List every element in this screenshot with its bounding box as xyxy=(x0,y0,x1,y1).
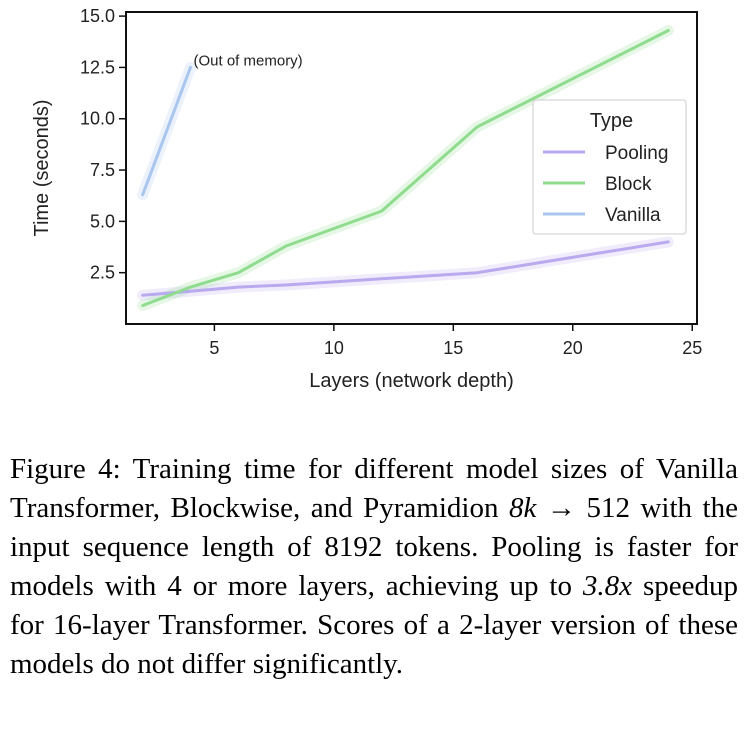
y-axis-label: Time (seconds) xyxy=(31,99,53,236)
caption-math-5: 3.8x xyxy=(582,570,633,602)
series-line-vanilla xyxy=(141,65,192,197)
x-tick-label: 15 xyxy=(443,338,463,358)
caption-text-5: speedup for 16-layer Transformer. Scores… xyxy=(10,570,739,680)
y-tick-label: 10.0 xyxy=(80,109,115,129)
legend-title: Type xyxy=(590,110,633,132)
y-tick-label: 5.0 xyxy=(90,211,115,231)
caption-label: Figure 4: xyxy=(10,453,121,485)
caption-text-1: Training time for different model sizes … xyxy=(10,453,738,524)
chart: 5 10 15 20 25 2.5 5.0 7.5 10.0 12.5 15.0 Layers (… xyxy=(31,6,702,392)
x-tick-label: 20 xyxy=(563,338,583,358)
y-tick-label: 2.5 xyxy=(90,263,115,283)
x-tick-label: 25 xyxy=(682,338,702,358)
legend-label-block: Block xyxy=(605,174,652,195)
legend-items: Pooling Block Vanilla xyxy=(543,143,668,226)
y-tick-label: 15.0 xyxy=(80,6,115,26)
y-tick-label: 7.5 xyxy=(90,160,115,180)
plot-frame xyxy=(125,11,698,325)
caption-math-4: 4 xyxy=(167,570,182,602)
caption-text-4: or more layers, achieving up to xyxy=(192,570,572,602)
legend: Type Pooling Block Vanilla xyxy=(532,99,687,235)
x-axis-label: Layers (network depth) xyxy=(309,370,514,392)
caption-text-3: tokens. Pooling is faster for models wit… xyxy=(10,531,739,602)
x-tick-label: 10 xyxy=(324,338,344,358)
legend-box xyxy=(532,99,687,235)
caption-math-2: 512 xyxy=(586,492,630,524)
series-line-pooling xyxy=(141,240,670,297)
series-lines xyxy=(141,29,670,307)
figure-caption: Figure 4: Training time for different mo… xyxy=(10,450,738,684)
x-ticks: 5 10 15 20 25 xyxy=(209,324,702,358)
y-ticks: 2.5 5.0 7.5 10.0 12.5 15.0 xyxy=(80,6,126,283)
legend-label-vanilla: Vanilla xyxy=(605,205,661,226)
caption-math-3: 8192 xyxy=(324,531,383,563)
x-tick-label: 5 xyxy=(209,338,219,358)
series-line-block xyxy=(141,29,670,307)
caption-text-2: with the input sequence length of xyxy=(10,492,738,563)
legend-label-pooling: Pooling xyxy=(605,143,668,164)
out-of-memory-annotation: (Out of memory) xyxy=(194,52,303,69)
caption-math-1: 8k → xyxy=(509,492,576,524)
y-tick-label: 12.5 xyxy=(80,57,115,77)
